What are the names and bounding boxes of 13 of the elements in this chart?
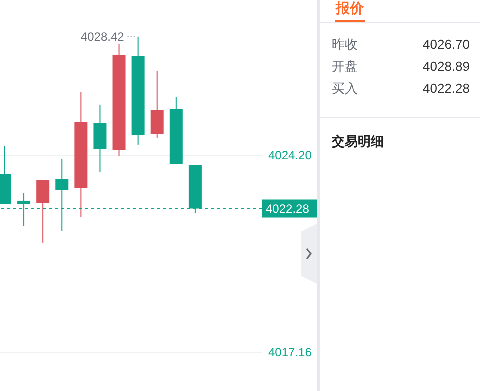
category-label: 开盘 <box>332 59 358 74</box>
text: 报价 <box>335 0 365 16</box>
annotation: 4028.42 <box>80 30 125 44</box>
text: 4026.70 <box>423 37 470 52</box>
text: 交易明细 <box>331 134 384 149</box>
category-label: 昨收 <box>332 37 358 52</box>
text: 4022.28 <box>423 81 470 96</box>
ref-line-label: 4022.28 <box>266 202 310 216</box>
text: 4028.89 <box>423 59 470 74</box>
y-tick-label: 4024.20 <box>268 148 312 163</box>
y-tick-label: 4017.16 <box>268 346 312 360</box>
category-label: 买入 <box>332 81 358 96</box>
candlestick <box>36 179 50 244</box>
